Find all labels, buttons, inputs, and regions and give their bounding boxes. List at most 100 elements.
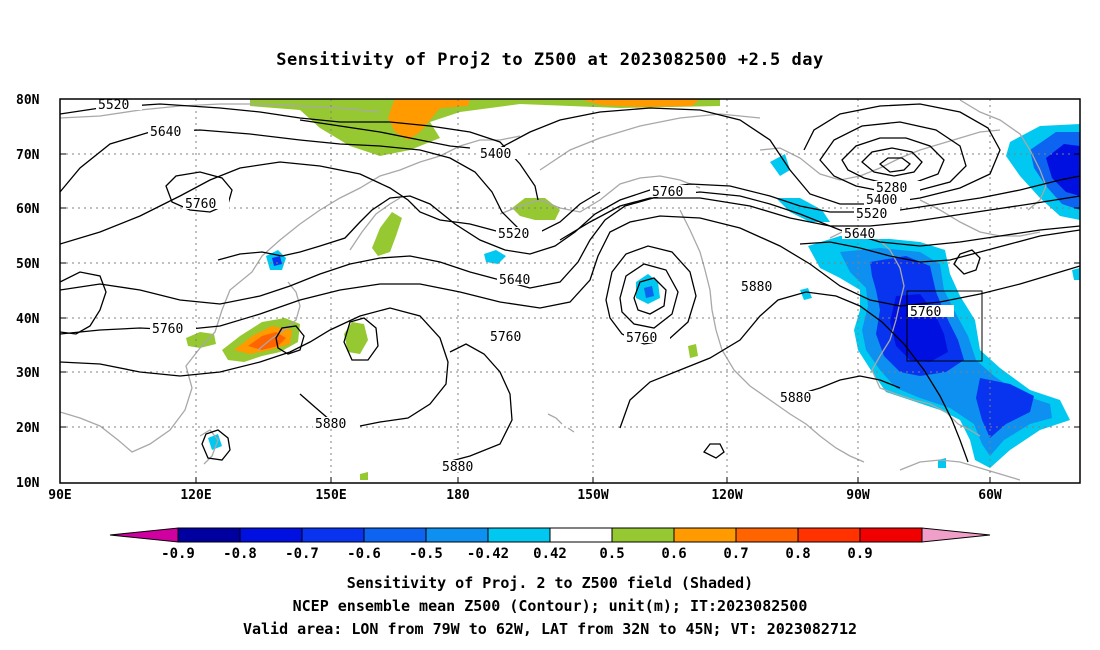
- contour-label-2: 5640: [150, 125, 181, 140]
- colorbar-high-end: [921, 527, 991, 543]
- coastline-asia: [60, 135, 521, 453]
- colorbar-tick-label: -0.7: [285, 546, 319, 562]
- lat-label-60n: 60N: [16, 202, 40, 217]
- contour-label-group: 5520 5640 5760 5400 5520 5760 5280 5400 …: [96, 98, 954, 475]
- caption-shaded: Sensitivity of Proj. 2 to Z500 field (Sh…: [346, 574, 754, 592]
- contour-5760-a: [60, 161, 501, 245]
- negative-shade-canada-strip: [776, 198, 830, 222]
- ticks: [60, 153, 1080, 483]
- colorbar-tick-label: -0.5: [409, 546, 443, 562]
- contour-5880-c: [439, 343, 513, 465]
- coastline-kamchatka: [349, 197, 401, 251]
- colorbar-swatch: [239, 527, 303, 543]
- contour-5640-a: [60, 129, 601, 233]
- map-plot-area: 5520 5640 5760 5400 5520 5760 5280 5400 …: [60, 98, 1080, 483]
- lon-label-90w: 90W: [846, 488, 870, 503]
- contour-west-edge: [60, 271, 107, 335]
- colorbar-swatch: [673, 527, 737, 543]
- colorbar-tick-label: -0.42: [467, 546, 509, 562]
- coastline-alaska: [499, 175, 701, 215]
- coastline-canada-east: [919, 199, 1041, 237]
- negative-shade-philippines: [208, 434, 222, 450]
- negative-shade-pacific-center-core: [644, 286, 654, 298]
- contour-label-16: 5760: [626, 331, 657, 346]
- contour-label-19: 5880: [442, 460, 473, 475]
- valid-area-box: [906, 290, 983, 362]
- colorbar-tick-label: 0.7: [723, 546, 748, 562]
- lon-label-120w: 120W: [711, 488, 742, 503]
- map-title: Sensitivity of Proj2 to Z500 at 20230825…: [276, 50, 824, 70]
- lat-label-10n: 10N: [16, 476, 40, 491]
- contour-5280-b: [841, 137, 945, 185]
- coastline-north-america-west: [679, 209, 865, 463]
- contour-5760-b: [60, 191, 1080, 305]
- colorbar-tick-label: 0.9: [847, 546, 872, 562]
- map-frame: [59, 98, 1081, 484]
- positive-shade-pacific: [344, 322, 368, 354]
- coastlines: [60, 99, 1047, 481]
- lat-label-20n: 20N: [16, 421, 40, 436]
- colorbar-swatch: [487, 527, 551, 543]
- contour-5880-d: [619, 291, 969, 463]
- colorbar: -0.9 -0.8 -0.7 -0.6 -0.5 -0.42 0.42 0.5 0.6 0.7 0.…: [109, 527, 991, 562]
- contour-label-10: 5640: [844, 227, 875, 242]
- latitude-labels: 80N 70N 60N 50N 40N 30N 20N 10N: [16, 93, 40, 491]
- contour-5280-a: [819, 121, 967, 193]
- contour-5040: [878, 157, 911, 173]
- colorbar-swatch: [611, 527, 675, 543]
- contour-small-high-japan: [275, 325, 305, 355]
- negative-shade-sakhalin-core: [272, 256, 282, 266]
- colorbar-swatch: [177, 527, 241, 543]
- coastline-north-america-east: [829, 227, 981, 437]
- contour-label-8: 5400: [866, 193, 897, 208]
- colorbar-swatch: [301, 527, 365, 543]
- coastline-hudson: [759, 129, 1001, 181]
- colorbar-swatch: [735, 527, 799, 543]
- positive-shade-arctic: [250, 99, 720, 156]
- contour-5760-high: [165, 171, 233, 213]
- positive-shade-arctic-orange: [388, 99, 470, 140]
- contour-5400-b: [299, 119, 471, 149]
- contour-label-14: 5760: [152, 322, 183, 337]
- sensitivity-shading: [186, 99, 1080, 480]
- contour-5640-c: [799, 229, 1080, 263]
- contour-small-mex: [703, 443, 725, 459]
- contour-label-1: 5520: [98, 98, 129, 113]
- contour-label-6: 5760: [652, 185, 683, 200]
- contour-5760-c: [60, 215, 1080, 335]
- coastline-alaska-north: [539, 113, 761, 171]
- contour-label-4: 5400: [480, 147, 511, 162]
- lon-label-150w: 150W: [577, 488, 608, 503]
- contour-label-11: 5640: [499, 273, 530, 288]
- colorbar-swatch: [859, 527, 923, 543]
- contour-small-high-phil: [201, 429, 231, 461]
- contour-label-12: 5880: [741, 280, 772, 295]
- lat-label-40n: 40N: [16, 312, 40, 327]
- negative-shade-greenland-strip: [770, 154, 790, 176]
- coastline-arctic-asia: [60, 103, 381, 119]
- positive-shade-small1: [688, 344, 698, 358]
- contour-label-15: 5760: [490, 330, 521, 345]
- z500-contours: [60, 103, 1080, 465]
- negative-shade-atlantic-north-core: [1046, 144, 1080, 196]
- contour-5520-a: [60, 103, 539, 201]
- colorbar-tick-label: -0.8: [223, 546, 257, 562]
- contour-small-east: [953, 249, 981, 275]
- contour-label-17: 5880: [780, 391, 811, 406]
- lon-label-60w: 60W: [978, 488, 1002, 503]
- colorbar-tick-label: 0.42: [533, 546, 567, 562]
- contour-label-9: 5520: [856, 207, 887, 222]
- contour-5520-b: [559, 195, 1080, 241]
- positive-shade-arctic-orange2: [580, 99, 700, 107]
- colorbar-tick-label: -0.9: [161, 546, 195, 562]
- contour-5160: [861, 147, 923, 177]
- contour-label-7: 5280: [876, 181, 907, 196]
- coastline-greenland: [959, 99, 1047, 211]
- lon-label-150e: 150E: [315, 488, 346, 503]
- lat-label-80n: 80N: [16, 93, 40, 108]
- negative-shade-aleutian: [484, 250, 506, 264]
- positive-shade-east-china: [186, 332, 216, 348]
- caption-contour: NCEP ensemble mean Z500 (Contour); unit(…: [292, 597, 808, 615]
- longitude-labels: 90E 120E 150E 180 150W 120W 90W 60W: [48, 488, 1002, 503]
